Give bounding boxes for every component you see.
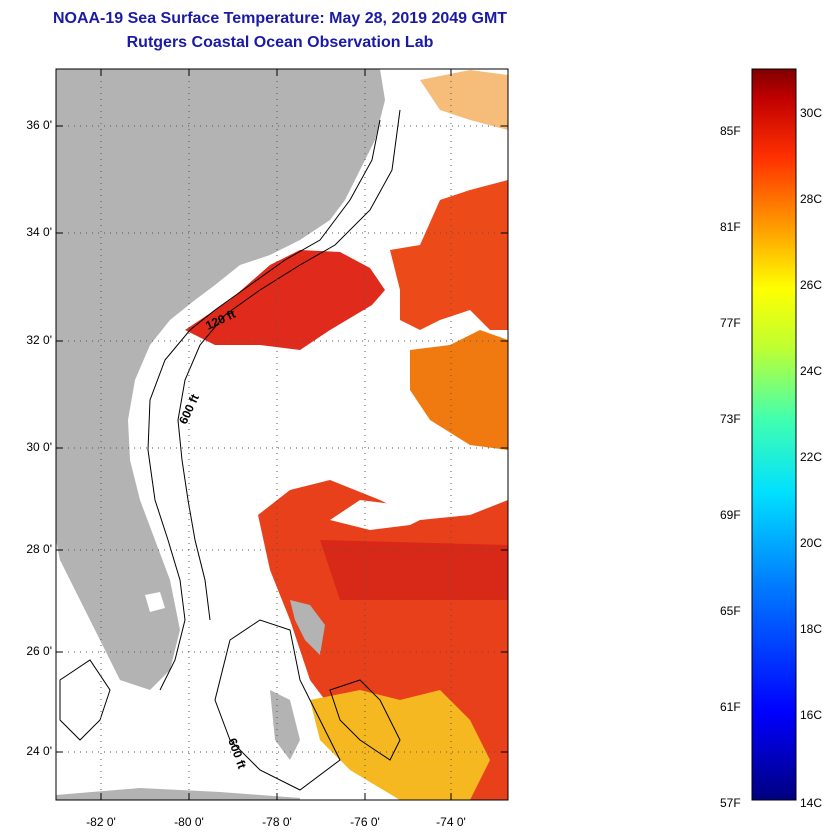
- colorbar-f-label: 73F: [720, 412, 741, 426]
- colorbar-c-label: 24C: [800, 364, 823, 378]
- colorbar-c-label: 30C: [800, 106, 823, 120]
- colorbar-c-label: 26C: [800, 278, 823, 292]
- lon-tick-label: -78 0': [262, 815, 292, 829]
- colorbar-c-label: 28C: [800, 192, 823, 206]
- colorbar-c-label: 18C: [800, 622, 823, 636]
- lon-tick-label: -80 0': [174, 815, 204, 829]
- colorbar-f-label: 65F: [720, 604, 741, 618]
- land-cuba: [56, 788, 300, 800]
- colorbar-f-label: 57F: [720, 796, 741, 810]
- land-bahamas-andros: [270, 690, 300, 760]
- sst-patch-north: [185, 250, 385, 350]
- colorbar-c-label: 14C: [800, 796, 823, 810]
- lon-tick-label: -74 0': [436, 815, 466, 829]
- axis-ticks: [56, 69, 508, 800]
- contour-600ft: [177, 109, 401, 621]
- colorbar-c-label: 20C: [800, 536, 823, 550]
- lat-tick-label: 34 0': [26, 225, 52, 239]
- contour-bahamas: [214, 619, 341, 791]
- colorbar-f-label: 77F: [720, 316, 741, 330]
- colorbar-c-label: 22C: [800, 450, 823, 464]
- lon-tick-label: -76 0': [350, 815, 380, 829]
- sst-patch-northedge: [420, 70, 508, 130]
- lon-tick-label: -82 0': [86, 815, 116, 829]
- lat-tick-label: 32 0': [26, 333, 52, 347]
- colorbar-f-label: 85F: [720, 124, 741, 138]
- sst-patch-east-mid: [410, 330, 508, 450]
- lat-tick-label: 28 0': [26, 542, 52, 556]
- colorbar: [751, 68, 797, 801]
- sst-patch-northeast: [390, 180, 508, 330]
- land-mainland: [56, 69, 385, 690]
- contour-120ft: [147, 119, 381, 691]
- lat-tick-label: 36 0': [26, 118, 52, 132]
- colorbar-f-label: 61F: [720, 700, 741, 714]
- land-bahamas-abaco: [290, 600, 325, 655]
- sst-patch-southwarm: [320, 540, 508, 600]
- colorbar-f-label: 69F: [720, 508, 741, 522]
- colorbar-f-label: 81F: [720, 220, 741, 234]
- sst-patch-yellow: [310, 690, 490, 800]
- lat-tick-label: 30 0': [26, 440, 52, 454]
- lat-tick-label: 26 0': [26, 644, 52, 658]
- lat-tick-label: 24 0': [26, 744, 52, 758]
- map-subtitle: Rutgers Coastal Ocean Observation Lab: [126, 34, 434, 51]
- map-area: 120 ft 600 ft 600 ft: [56, 69, 508, 800]
- colorbar-c-label: 16C: [800, 708, 823, 722]
- map-frame: [55, 68, 509, 801]
- map-title: NOAA-19 Sea Surface Temperature: May 28,…: [52, 10, 508, 27]
